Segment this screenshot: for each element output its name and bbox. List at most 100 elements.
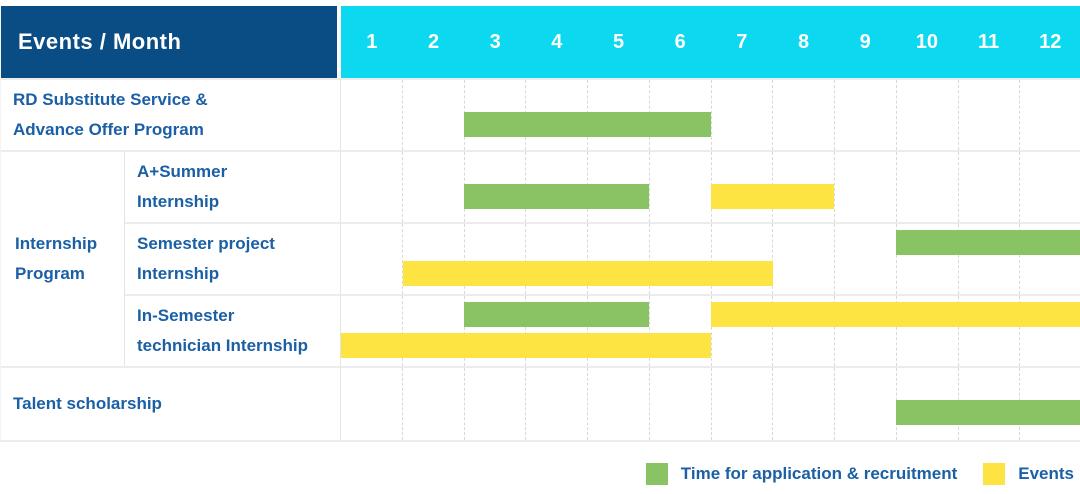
month-gridline-cell — [463, 296, 526, 366]
month-header-3: 3 — [489, 30, 501, 53]
month-gridline-cell — [772, 368, 834, 440]
month-header-11: 11 — [977, 30, 1000, 53]
row-label-line: technician Internship — [137, 336, 308, 355]
row-label-line: In-Semester — [137, 306, 235, 325]
row-label-line: Talent scholarship — [13, 394, 162, 413]
bar-event-months-7-8 — [711, 184, 835, 209]
month-gridline-cell — [587, 296, 649, 366]
month-gridline-cell — [525, 368, 587, 440]
month-gridline-cell — [401, 368, 464, 440]
month-gridline-cell — [401, 224, 464, 294]
row-chart-talent-scholarship — [341, 366, 1080, 440]
month-gridline-cell — [710, 296, 773, 366]
month-header-10: 10 — [915, 30, 938, 53]
month-header-8: 8 — [797, 30, 810, 53]
table-title: Events / Month — [18, 29, 182, 54]
month-gridline-cell — [1019, 80, 1080, 150]
row-label-line: A+Summer — [137, 162, 228, 181]
month-gridline-cell — [587, 224, 649, 294]
month-gridline-cell — [895, 296, 958, 366]
bar-recruitment-months-3-5 — [464, 184, 650, 209]
events-swatch-icon — [983, 463, 1006, 485]
month-gridline-cell — [710, 368, 773, 440]
row-label-talent-scholarship: Talent scholarship — [1, 366, 341, 440]
recruitment-swatch-icon — [645, 463, 668, 485]
row-label-semester-project-internship: Semester project Internship — [125, 222, 341, 294]
legend: Time for application & recruitment Event… — [645, 463, 1074, 485]
row-chart-a-plus-summer-internship — [341, 150, 1080, 222]
bar-event-months-7-12 — [711, 302, 1080, 327]
month-gridline-cell — [710, 224, 773, 294]
month-header-6: 6 — [674, 30, 686, 53]
month-gridline-cell — [772, 80, 834, 150]
month-header-7: 7 — [736, 30, 748, 53]
legend-item-recruitment: Time for application & recruitment — [645, 463, 958, 485]
month-gridline-cell — [834, 80, 896, 150]
month-gridline-cell — [341, 224, 402, 294]
month-gridline-cell — [895, 80, 958, 150]
row-label-line: RD Substitute Service & — [13, 90, 208, 109]
month-gridline-cell — [401, 296, 464, 366]
row-label-rd-substitute-service: RD Substitute Service & Advance Offer Pro… — [1, 78, 341, 150]
month-gridline-cell — [710, 152, 773, 222]
month-gridline-cell — [463, 80, 526, 150]
month-gridline-cell — [463, 152, 526, 222]
month-header-4: 4 — [551, 30, 563, 53]
month-gridline-cell — [341, 80, 402, 150]
month-header-2: 2 — [427, 30, 440, 53]
row-label-line: Semester project — [137, 234, 275, 253]
month-gridlines — [341, 296, 1080, 366]
table-header-title-cell: Events / Month — [1, 6, 341, 78]
bar-event-months-2-7 — [402, 261, 773, 286]
bar-recruitment-months-10-12 — [896, 400, 1080, 425]
month-gridline-cell — [463, 224, 526, 294]
month-header-12: 12 — [1039, 30, 1062, 53]
legend-item-events: Events — [983, 463, 1074, 485]
month-gridline-cell — [463, 368, 526, 440]
bar-recruitment-months-3-6 — [464, 112, 711, 137]
month-gridline-cell — [401, 152, 464, 222]
month-gridline-cell — [957, 152, 1020, 222]
row-chart-semester-project-internship — [341, 222, 1080, 294]
month-gridlines — [341, 224, 1080, 294]
month-gridline-cell — [1019, 224, 1080, 294]
month-gridline-cell — [834, 224, 896, 294]
row-chart-in-semester-technician-internship — [341, 294, 1080, 366]
month-gridline-cell — [1019, 152, 1080, 222]
month-gridline-cell — [648, 152, 711, 222]
month-gridline-cell — [957, 80, 1020, 150]
month-gridline-cell — [341, 152, 402, 222]
month-gridline-cell — [957, 296, 1020, 366]
month-gridline-cell — [957, 224, 1020, 294]
month-gridline-cell — [895, 152, 958, 222]
row-label-in-semester-technician-internship: In-Semester technician Internship — [125, 294, 341, 366]
bar-event-months-1-6 — [341, 333, 711, 358]
month-gridline-cell — [401, 80, 464, 150]
month-gridline-cell — [710, 80, 773, 150]
month-gridline-cell — [772, 296, 834, 366]
month-gridline-cell — [834, 296, 896, 366]
month-gridline-cell — [341, 368, 402, 440]
group-label-internship-program: Internship Program — [1, 150, 125, 366]
row-label-line: Internship — [137, 264, 220, 283]
month-gridline-cell — [648, 368, 711, 440]
month-header-row: 1 2 3 4 5 6 7 8 9 10 11 12 — [341, 6, 1080, 78]
gantt-table: Events / Month 1 2 3 4 5 6 7 8 9 10 11 12 RD Substi… — [0, 6, 1080, 442]
month-header-5: 5 — [612, 30, 625, 53]
legend-label-events: Events — [1018, 464, 1074, 483]
month-gridline-cell — [587, 368, 649, 440]
month-gridline-cell — [1019, 296, 1080, 366]
month-gridline-cell — [834, 152, 896, 222]
bar-recruitment-months-10-12 — [896, 230, 1080, 255]
legend-label-recruitment: Time for application & recruitment — [680, 464, 958, 483]
bar-recruitment-months-3-5 — [464, 302, 650, 327]
month-gridline-cell — [648, 296, 711, 366]
row-chart-rd-substitute-service — [341, 78, 1080, 150]
month-gridline-cell — [525, 224, 587, 294]
month-gridline-cell — [525, 296, 587, 366]
row-label-a-plus-summer-internship: A+Summer Internship — [125, 150, 341, 222]
row-label-line: Internship — [137, 192, 220, 211]
row-label-line: Advance Offer Program — [13, 120, 204, 139]
month-header-1: 1 — [366, 30, 378, 53]
month-gridline-cell — [772, 224, 834, 294]
